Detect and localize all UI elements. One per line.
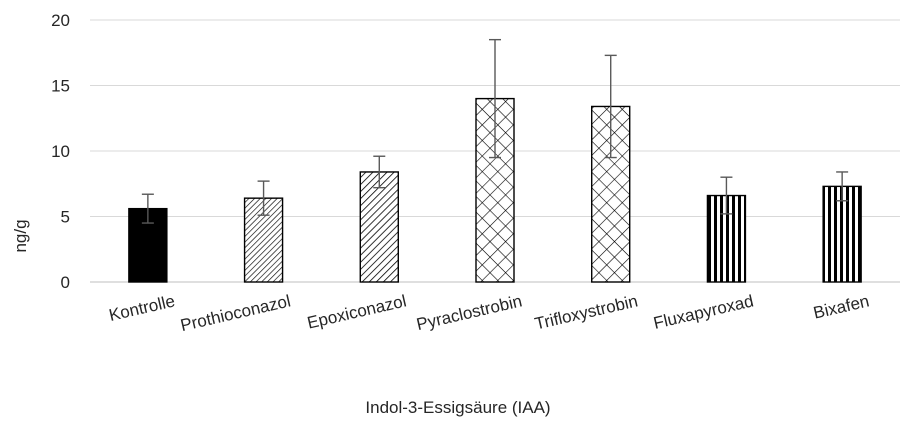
x-tick-label: Fluxapyroxad	[652, 291, 756, 332]
error-bars	[141, 38, 849, 224]
y-tick-label: 15	[51, 77, 70, 96]
y-tick-label: 5	[61, 208, 70, 227]
y-tick-label: 10	[51, 142, 70, 161]
x-tick-label: Pyraclostrobin	[415, 291, 524, 334]
x-axis-category-labels: Kontrolle Prothioconazol Epoxiconazol Pyrac…	[107, 291, 871, 335]
bar	[243, 197, 284, 283]
y-tick-label: 20	[51, 11, 70, 30]
x-tick-label: Bixafen	[812, 291, 872, 322]
x-tick-label: Kontrolle	[107, 291, 177, 325]
x-tick-label: Prothioconazol	[179, 291, 293, 335]
y-tick-label: 0	[61, 273, 70, 292]
x-tick-label: Trifloxystrobin	[533, 291, 640, 333]
y-axis-title: ng/g	[11, 219, 30, 252]
x-axis-title: Indol-3-Essigsäure (IAA)	[365, 398, 550, 417]
y-axis-ticks: 0 5 10 15 20	[51, 11, 70, 292]
bar	[359, 171, 399, 283]
x-tick-label: Epoxiconazol	[305, 291, 408, 332]
bars	[128, 97, 862, 283]
